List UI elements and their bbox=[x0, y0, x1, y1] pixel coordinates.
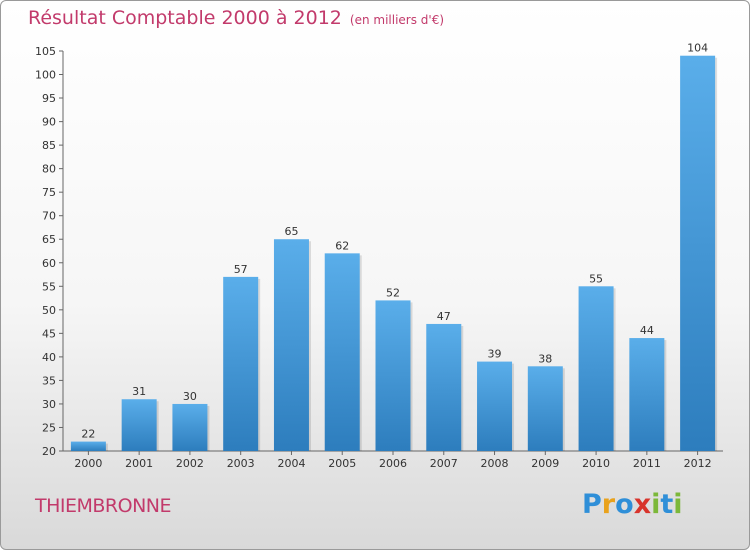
bar-2005 bbox=[324, 253, 360, 451]
bar-2010 bbox=[578, 286, 614, 451]
logo-letter: P bbox=[582, 489, 602, 520]
data-label-2010: 55 bbox=[589, 272, 603, 285]
x-tick-label-2009: 2009 bbox=[531, 457, 559, 470]
y-tick-label: 55 bbox=[42, 280, 56, 293]
x-tick-label-2002: 2002 bbox=[176, 457, 204, 470]
data-label-2002: 30 bbox=[183, 390, 197, 403]
data-label-2012: 104 bbox=[687, 42, 708, 55]
logo-letter: t bbox=[660, 489, 674, 520]
logo-letter: i bbox=[673, 489, 683, 520]
x-tick-label-2000: 2000 bbox=[74, 457, 102, 470]
y-tick-label: 20 bbox=[42, 445, 56, 458]
data-label-2005: 62 bbox=[335, 239, 349, 252]
y-tick-label: 85 bbox=[42, 139, 56, 152]
bar-2007 bbox=[426, 323, 462, 451]
data-label-2003: 57 bbox=[234, 263, 248, 276]
bar-2002 bbox=[172, 403, 208, 451]
y-tick-label: 80 bbox=[42, 163, 56, 176]
bar-2004 bbox=[273, 239, 309, 451]
data-label-2007: 47 bbox=[437, 310, 451, 323]
x-tick-label-2011: 2011 bbox=[633, 457, 661, 470]
logo-letter: o bbox=[615, 489, 634, 520]
data-label-2008: 39 bbox=[488, 348, 502, 361]
y-tick-label: 65 bbox=[42, 233, 56, 246]
data-label-2011: 44 bbox=[640, 324, 654, 337]
bar-2012 bbox=[680, 55, 716, 452]
data-label-2006: 52 bbox=[386, 286, 400, 299]
y-tick-label: 70 bbox=[42, 210, 56, 223]
chart-bars bbox=[70, 55, 718, 452]
x-tick-label-2007: 2007 bbox=[430, 457, 458, 470]
y-tick-label: 100 bbox=[35, 69, 56, 82]
y-tick-label: 60 bbox=[42, 257, 56, 270]
bar-2000 bbox=[70, 441, 106, 451]
y-tick-label: 90 bbox=[42, 116, 56, 129]
data-label-2000: 22 bbox=[81, 428, 95, 441]
title-text: Résultat Comptable 2000 à 2012 bbox=[28, 7, 342, 29]
x-tick-label-2012: 2012 bbox=[684, 457, 712, 470]
y-tick-label: 105 bbox=[35, 45, 56, 58]
logo-letter: r bbox=[601, 489, 616, 520]
chart-subtitle: (en milliers d'€) bbox=[349, 13, 445, 27]
x-tick-label-2010: 2010 bbox=[582, 457, 610, 470]
data-label-2004: 65 bbox=[284, 225, 298, 238]
proxiti-logo[interactable]: Proxiti bbox=[582, 489, 683, 520]
bar-2011 bbox=[629, 338, 665, 451]
y-tick-label: 50 bbox=[42, 304, 56, 317]
y-tick-label: 45 bbox=[42, 327, 56, 340]
y-tick-label: 40 bbox=[42, 351, 56, 364]
chart-labels: 22 31 30 57 65 62 52 47 39 38 55 44 104 bbox=[81, 42, 708, 441]
bar-2008 bbox=[477, 361, 513, 451]
chart-title: Résultat Comptable 2000 à 2012 (en millie… bbox=[28, 7, 444, 29]
y-tick-label: 25 bbox=[42, 421, 56, 434]
bar-2003 bbox=[223, 276, 259, 451]
y-tick-label: 95 bbox=[42, 92, 56, 105]
logo-letter: i bbox=[651, 489, 661, 520]
bar-2006 bbox=[375, 300, 411, 451]
y-tick-label: 75 bbox=[42, 186, 56, 199]
logo-letter: x bbox=[633, 489, 652, 520]
x-tick-label-2006: 2006 bbox=[379, 457, 407, 470]
town-name: THIEMBRONNE bbox=[35, 495, 172, 517]
x-tick-label-2001: 2001 bbox=[125, 457, 153, 470]
data-label-2001: 31 bbox=[132, 385, 146, 398]
bar-2001 bbox=[121, 399, 157, 451]
y-tick-label: 30 bbox=[42, 398, 56, 411]
x-tick-label-2003: 2003 bbox=[227, 457, 255, 470]
x-tick-label-2004: 2004 bbox=[277, 457, 305, 470]
x-tick-label-2008: 2008 bbox=[481, 457, 509, 470]
y-tick-label: 35 bbox=[42, 374, 56, 387]
bar-2009 bbox=[527, 366, 563, 451]
x-tick-label-2005: 2005 bbox=[328, 457, 356, 470]
data-label-2009: 38 bbox=[538, 352, 552, 365]
